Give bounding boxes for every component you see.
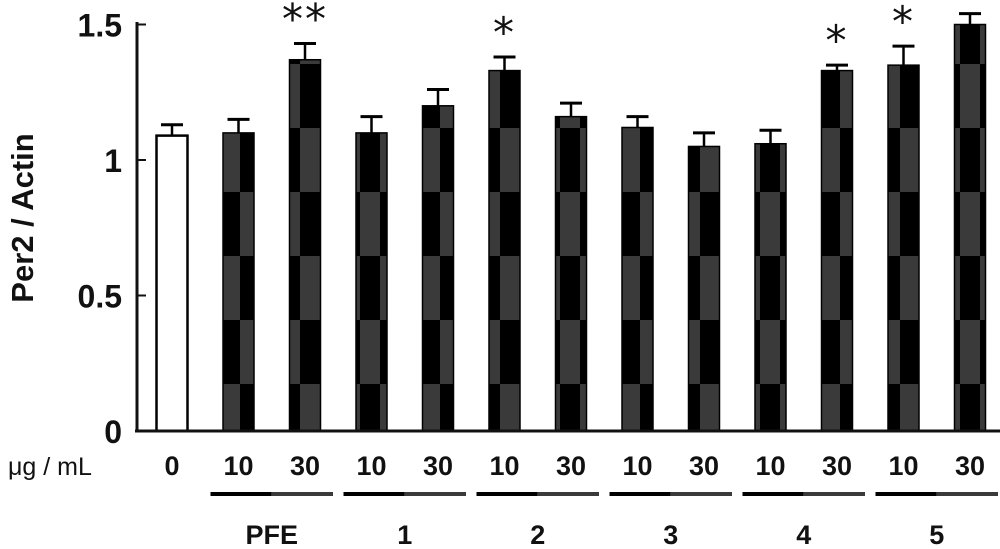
- x-tick-label-dose: 30: [955, 451, 985, 481]
- x-tick-label-dose: 30: [423, 451, 453, 481]
- bar-group-PFE-dose-30: [288, 58, 322, 432]
- bars-layer: [155, 12, 987, 433]
- x-tick-label-dose: 30: [822, 451, 852, 481]
- x-tick-label-dose: 10: [622, 451, 652, 481]
- y-tick-label: 0: [104, 414, 122, 450]
- group-label: 1: [397, 520, 412, 549]
- y-tick-label: 1: [104, 143, 122, 179]
- bar-group-1-dose-10: [355, 132, 388, 432]
- significance-marker: *: [892, 0, 915, 46]
- x-tick-label-dose: 30: [290, 451, 320, 481]
- significance-marker: *: [493, 8, 516, 57]
- group-label: 2: [530, 520, 545, 549]
- bar-group-5-dose-30: [953, 23, 987, 432]
- group-label: 5: [929, 520, 944, 549]
- x-tick-label-dose: 0: [164, 451, 179, 481]
- x-tick-label-dose: 30: [689, 451, 719, 481]
- bar-dose-0: [155, 134, 189, 433]
- y-tick-label: 1.5: [78, 8, 122, 44]
- x-axis-unit-label: μg / mL: [8, 453, 92, 481]
- bar-group-PFE-dose-10: [222, 132, 255, 432]
- x-tick-label-dose: 10: [888, 451, 918, 481]
- x-tick-labels: 0 10 30 10 30 10 30 10 30 10 30 10 30: [164, 451, 985, 481]
- x-tick-label-dose: 10: [223, 451, 253, 481]
- x-tick-label-dose: 10: [356, 451, 386, 481]
- group-brackets: PFE 1 2 3 4 5: [210, 492, 998, 549]
- significance-marker: *: [826, 16, 849, 65]
- bar-group-5-dose-10: [887, 64, 920, 432]
- y-tick-label: 0.5: [78, 279, 122, 315]
- bar-group-4-dose-30: [820, 69, 854, 432]
- significance-marker: **: [282, 0, 328, 43]
- ticks-layer: 0 0.5 1 1.5: [78, 8, 146, 450]
- group-label: 3: [663, 520, 678, 549]
- significance-marker: **: [947, 0, 993, 14]
- group-label: 4: [796, 520, 811, 549]
- x-tick-label-dose: 10: [755, 451, 785, 481]
- bar-group-1-dose-30: [421, 105, 455, 432]
- x-tick-label-dose: 10: [489, 451, 519, 481]
- group-label: PFE: [245, 520, 298, 549]
- axes-layer: [135, 22, 1000, 433]
- bar-group-4-dose-10: [754, 142, 787, 432]
- bar-group-3-dose-30: [687, 145, 721, 432]
- x-tick-label-dose: 30: [556, 451, 586, 481]
- y-axis-label: Per2 / Actin: [5, 133, 40, 302]
- significance-markers: *******: [282, 0, 993, 65]
- bar-group-2-dose-30: [554, 115, 588, 432]
- bar-group-2-dose-10: [488, 69, 521, 432]
- bar-group-3-dose-10: [621, 126, 654, 432]
